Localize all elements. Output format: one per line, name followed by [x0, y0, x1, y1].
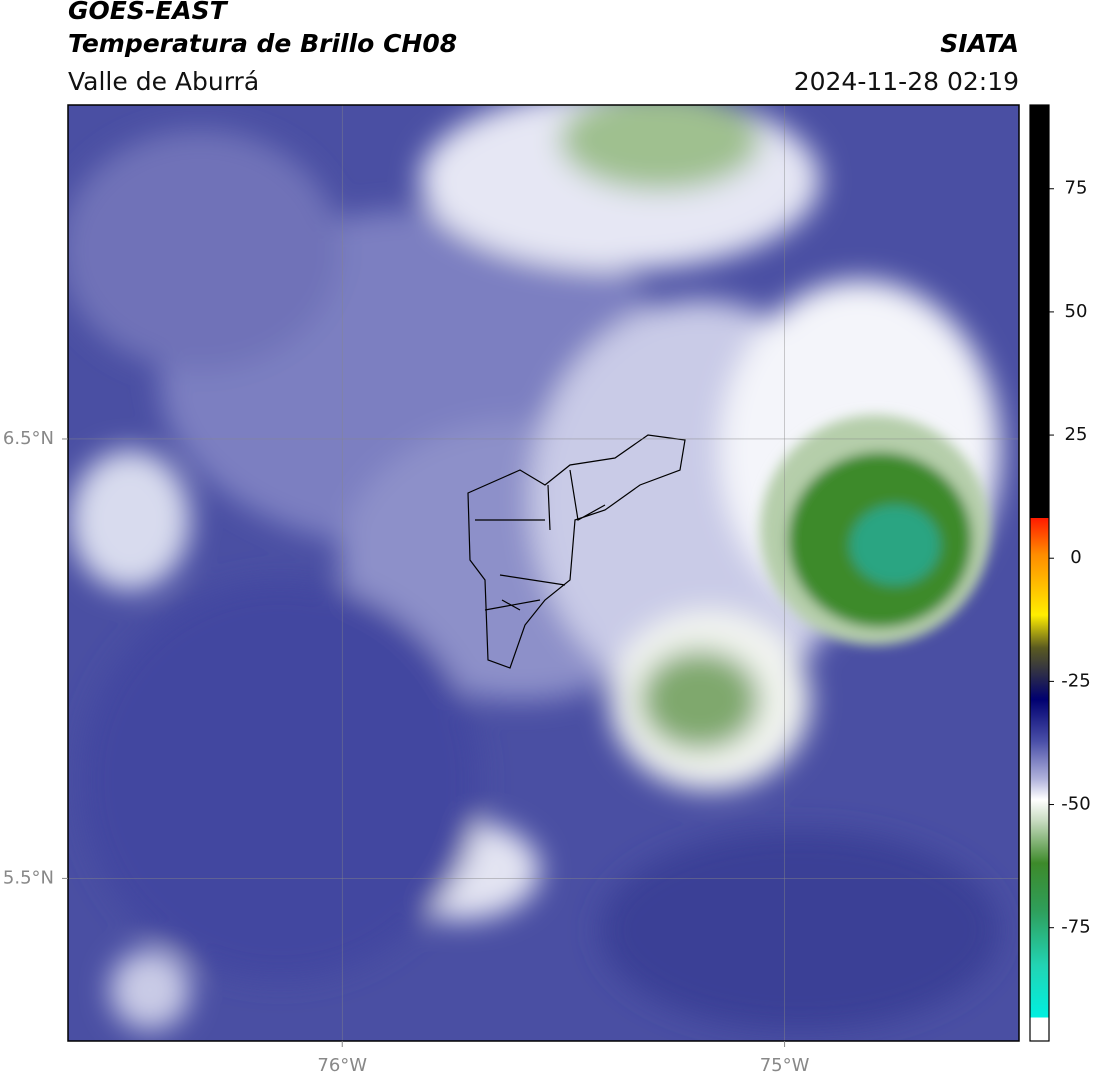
timestamp: 2024-11-28 02:19 — [794, 67, 1019, 96]
map-frame — [67, 104, 1020, 1042]
colorbar-tick-label: 25 — [1065, 424, 1088, 445]
region: Valle de Aburrá — [68, 67, 259, 96]
municipality-outlines — [467, 434, 686, 669]
subtitle: Temperatura de Brillo CH08 — [68, 29, 457, 58]
colorbar-tick-label: -75 — [1061, 917, 1090, 938]
title: GOES-EAST — [68, 0, 229, 25]
y-tick-label: 5.5°N — [3, 867, 54, 888]
x-tick-label: 75°W — [760, 1055, 810, 1076]
colorbar-tick-label: 50 — [1065, 301, 1088, 322]
colorbar-tick-label: -50 — [1061, 794, 1090, 815]
satellite-image — [68, 105, 1019, 1041]
x-tick-label: 76°W — [317, 1055, 367, 1076]
colorbar — [1029, 104, 1050, 1042]
y-tick-label: 6.5°N — [3, 428, 54, 449]
colorbar-tick-label: -25 — [1061, 670, 1090, 691]
colorbar-tick-label: 75 — [1065, 178, 1088, 199]
agency: SIATA — [940, 29, 1019, 58]
colorbar-tick-label: 0 — [1070, 547, 1081, 568]
